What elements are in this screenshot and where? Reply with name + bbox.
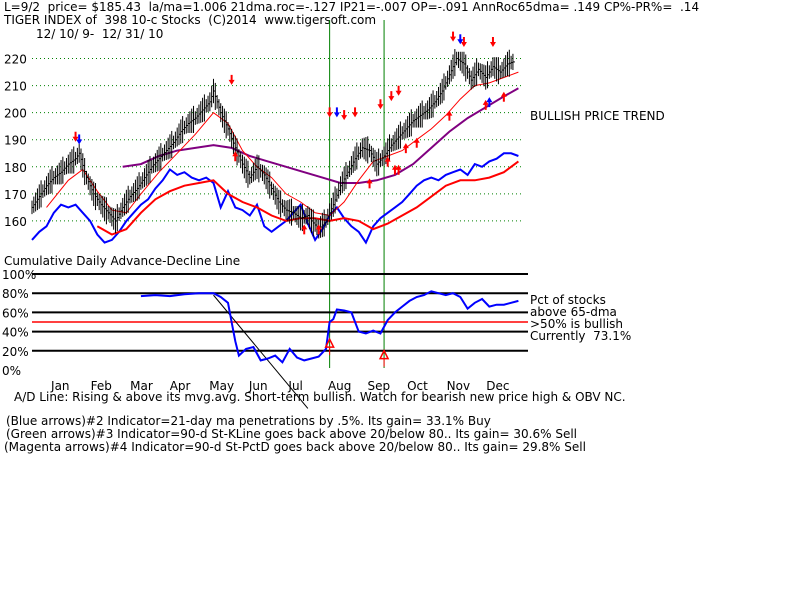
month-label: May: [209, 379, 234, 393]
buy-arrow: [413, 137, 420, 148]
sell-arrow-head: [395, 90, 402, 96]
month-label: Dec: [486, 379, 509, 393]
buy-arrow-head: [301, 224, 308, 230]
buy-arrow: [366, 178, 373, 189]
blue-sell-arrow: [333, 107, 340, 118]
month-label: Jan: [50, 379, 69, 393]
sell-arrow-head: [228, 79, 235, 85]
price-tick-label: 160: [4, 215, 27, 229]
buy-arrow: [301, 224, 308, 235]
sell-arrow: [352, 107, 359, 118]
buy-arrow: [402, 143, 409, 154]
buy-arrow-head: [413, 137, 420, 143]
blue-sell-arrow-head: [76, 139, 83, 145]
footer-indicator-2: (Blue arrows)#2 Indicator=21-day ma pene…: [6, 414, 491, 428]
pct-tick-label: 20%: [2, 345, 29, 359]
month-label: Oct: [407, 379, 428, 393]
blue-sell-arrow: [76, 134, 83, 145]
price-ma-short-line: [46, 71, 519, 217]
price-tick-label: 220: [4, 53, 27, 67]
sell-arrow-head: [460, 42, 467, 47]
header-line-3: 12/ 10/ 9- 12/ 31/ 10: [36, 27, 164, 41]
buy-arrow: [395, 164, 402, 175]
pct-tick-label: 100%: [2, 268, 36, 282]
sell-arrow-head: [72, 136, 79, 142]
price-tick-label: 210: [4, 80, 27, 94]
sell-arrow: [388, 91, 395, 102]
pct-note-1: Pct of stocks: [530, 293, 606, 307]
price-tick-label: 200: [4, 107, 27, 121]
ad-line: [31, 152, 519, 245]
pct-tick-label: 60%: [2, 306, 29, 320]
buy-arrow-head: [395, 164, 402, 170]
buy-arrow: [446, 110, 453, 121]
buy-arrow: [384, 156, 391, 167]
header-line-2: TIGER INDEX of 398 10-c Stocks (C)2014 w…: [4, 13, 377, 27]
pct-tick-label: 80%: [2, 287, 29, 301]
sell-arrow: [228, 74, 235, 85]
pct-tick-label: 0%: [2, 364, 21, 378]
buy-arrow: [482, 99, 489, 110]
price-chart: 160 170 180 190 200 210 220: [4, 20, 522, 368]
blue-sell-arrow-head: [457, 39, 464, 45]
sell-arrow: [450, 31, 457, 42]
sell-arrow: [489, 37, 496, 47]
pct-signal-marker: [324, 337, 335, 356]
buy-arrow: [500, 91, 507, 102]
month-label: Jul: [287, 379, 302, 393]
sell-arrow-head: [450, 36, 457, 42]
month-label: Mar: [130, 379, 153, 393]
buy-arrow: [232, 151, 239, 162]
pct-note-2: above 65-dma: [530, 305, 617, 319]
footer-indicator-4: (Magenta arrows)#4 Indicator=90-d St-Pct…: [4, 440, 586, 454]
month-label: Nov: [447, 379, 470, 393]
blue-sell-arrow: [457, 34, 464, 45]
month-label: Aug: [328, 379, 351, 393]
sell-arrow-head: [489, 42, 496, 47]
buy-arrow-head: [500, 91, 507, 97]
sell-arrow-head: [377, 104, 384, 110]
buy-arrow-head: [482, 99, 489, 105]
sell-arrow-head: [341, 115, 348, 121]
month-label: Apr: [170, 379, 191, 393]
buy-arrow-head: [402, 143, 409, 149]
pct-note-4: Currently 73.1%: [530, 329, 632, 343]
price-tick-label: 170: [4, 188, 27, 202]
month-label: Sep: [368, 379, 391, 393]
price-tick-label: 180: [4, 161, 27, 175]
header-line-1: L=9/2 price= $185.43 la/ma=1.006 21dma.r…: [4, 0, 700, 14]
pct-line: [140, 290, 519, 364]
footer-ad-line: A/D Line: Rising & above its mvg.avg. Sh…: [14, 390, 626, 404]
sell-arrow: [395, 85, 402, 96]
sell-arrow-head: [326, 112, 333, 118]
price-tick-label: 190: [4, 134, 27, 148]
blue-buy-arrow-head: [486, 97, 493, 103]
sell-arrow: [341, 110, 348, 121]
pct-chart: 0% 20% 40% 60% 80% 100% Jan Feb Mar Apr May Jun Jul A…: [2, 268, 528, 409]
footer-indicator-3: (Green arrows)#3 Indicator=90-d St-KLine…: [6, 427, 578, 441]
sell-arrow-head: [352, 112, 359, 118]
price-ma-long-line: [122, 87, 519, 184]
sell-arrow: [72, 131, 79, 142]
ad-title: Cumulative Daily Advance-Decline Line: [4, 254, 241, 268]
blue-sell-arrow-head: [333, 112, 340, 118]
buy-arrow-head: [315, 224, 322, 230]
buy-arrow-head: [232, 151, 239, 157]
month-label: Jun: [248, 379, 268, 393]
sell-arrow: [326, 107, 333, 118]
sell-arrow: [460, 37, 467, 47]
buy-arrow-head: [366, 178, 373, 184]
buy-arrow-head: [384, 156, 391, 162]
pct-tick-label: 40%: [2, 326, 29, 340]
pct-note-3: >50% is bullish: [530, 317, 624, 331]
pct-signal-marker: [378, 348, 390, 367]
blue-buy-arrow: [486, 97, 493, 108]
buy-arrow: [315, 224, 322, 235]
sell-arrow-head: [388, 96, 395, 102]
month-label: Feb: [91, 379, 112, 393]
buy-arrow-head: [446, 110, 453, 116]
sell-arrow: [377, 99, 384, 110]
trend-label: BULLISH PRICE TREND: [530, 109, 665, 123]
